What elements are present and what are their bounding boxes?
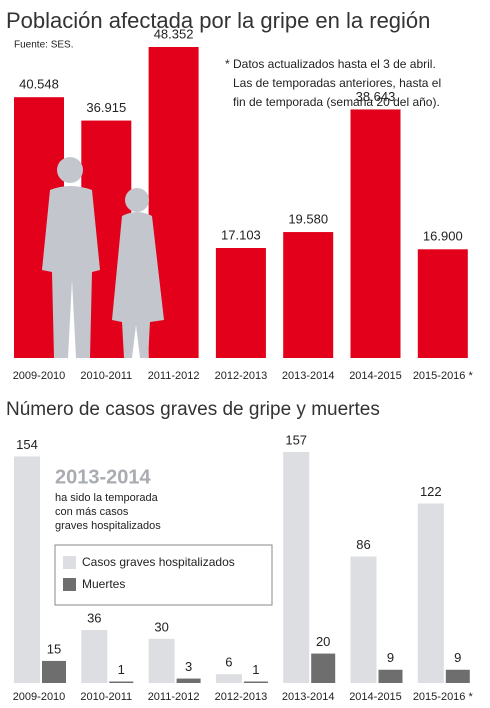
value-label: 40.548 <box>19 77 59 92</box>
annotation: ha sido la temporada <box>55 492 159 504</box>
x-tick-label: 2011-2012 <box>148 691 200 703</box>
value-label: 157 <box>285 432 307 447</box>
bars <box>14 452 470 683</box>
bar <box>350 109 401 358</box>
note: Las de temporadas anteriores, hasta el <box>233 76 441 90</box>
value-label: 36.915 <box>86 100 126 115</box>
x-tick-label: 2009-2010 <box>13 370 66 382</box>
x-tick-label: 2015-2016 * <box>413 691 474 703</box>
x-tick-label: 2013-2014 <box>282 370 335 382</box>
x-tick-label: 2015-2016 * <box>413 370 474 382</box>
note: fin de temporada (semana 20 del año). <box>233 95 440 109</box>
bar <box>109 681 134 683</box>
bar <box>148 638 175 683</box>
value-label: 154 <box>16 437 38 452</box>
value-label: 9 <box>387 650 394 665</box>
bar <box>14 456 40 683</box>
bar <box>283 452 310 683</box>
bar <box>42 660 66 683</box>
x-tick-label: 2012-2013 <box>215 370 268 382</box>
value-label: 19.580 <box>288 211 328 226</box>
x-tick-label: 2014-2015 <box>349 370 402 382</box>
x-tick-label: 2009-2010 <box>13 691 66 703</box>
bar <box>350 556 377 683</box>
value-label: 30 <box>154 619 168 634</box>
value-label: 48.352 <box>154 26 194 41</box>
value-label: 16.900 <box>423 229 463 244</box>
value-label: 9 <box>454 650 461 665</box>
value-label: 6 <box>225 655 232 670</box>
bar <box>445 669 470 683</box>
value-label: 122 <box>420 484 442 499</box>
value-label: 38.643 <box>356 89 396 104</box>
bar <box>311 653 336 683</box>
silhouettes <box>42 157 164 358</box>
note: * Datos actualizados hasta el 3 de abril… <box>225 57 436 71</box>
bar <box>378 669 403 683</box>
annotation: con más casos <box>55 506 129 518</box>
x-tick-label: 2012-2013 <box>215 691 268 703</box>
x-tick-label: 2014-2015 <box>349 691 402 703</box>
legend-swatch <box>63 578 76 591</box>
value-label: 3 <box>185 659 192 674</box>
bar <box>176 678 201 683</box>
annotation: graves hospitalizados <box>55 520 161 532</box>
value-label: 15 <box>47 641 61 656</box>
bar <box>417 249 468 358</box>
chart-title: Número de casos graves de gripe y muerte… <box>6 399 380 420</box>
value-label: 1 <box>118 662 125 677</box>
x-tick-label: 2010-2011 <box>80 691 132 703</box>
bar <box>283 232 334 358</box>
bar <box>81 630 108 683</box>
value-label: 17.103 <box>221 227 261 242</box>
chart-title: Población afectada por la gripe en la re… <box>6 8 430 33</box>
value-label: 20 <box>316 634 330 649</box>
legend-label: Casos graves hospitalizados <box>82 555 235 569</box>
x-tick-label: 2013-2014 <box>282 691 335 703</box>
x-tick-label: 2011-2012 <box>148 370 200 382</box>
value-label: 1 <box>252 662 259 677</box>
value-label: 86 <box>356 537 370 552</box>
bar <box>243 681 268 683</box>
legend-box <box>54 544 273 606</box>
bar <box>417 503 444 683</box>
subtitle: Fuente: SES. <box>14 40 73 51</box>
x-tick-label: 2010-2011 <box>80 370 132 382</box>
bar <box>215 247 266 358</box>
value-label: 36 <box>87 610 101 625</box>
highlight: 2013-2014 <box>55 466 152 488</box>
bar <box>215 674 242 683</box>
legend-swatch <box>63 556 76 569</box>
legend-label: Muertes <box>82 577 125 591</box>
